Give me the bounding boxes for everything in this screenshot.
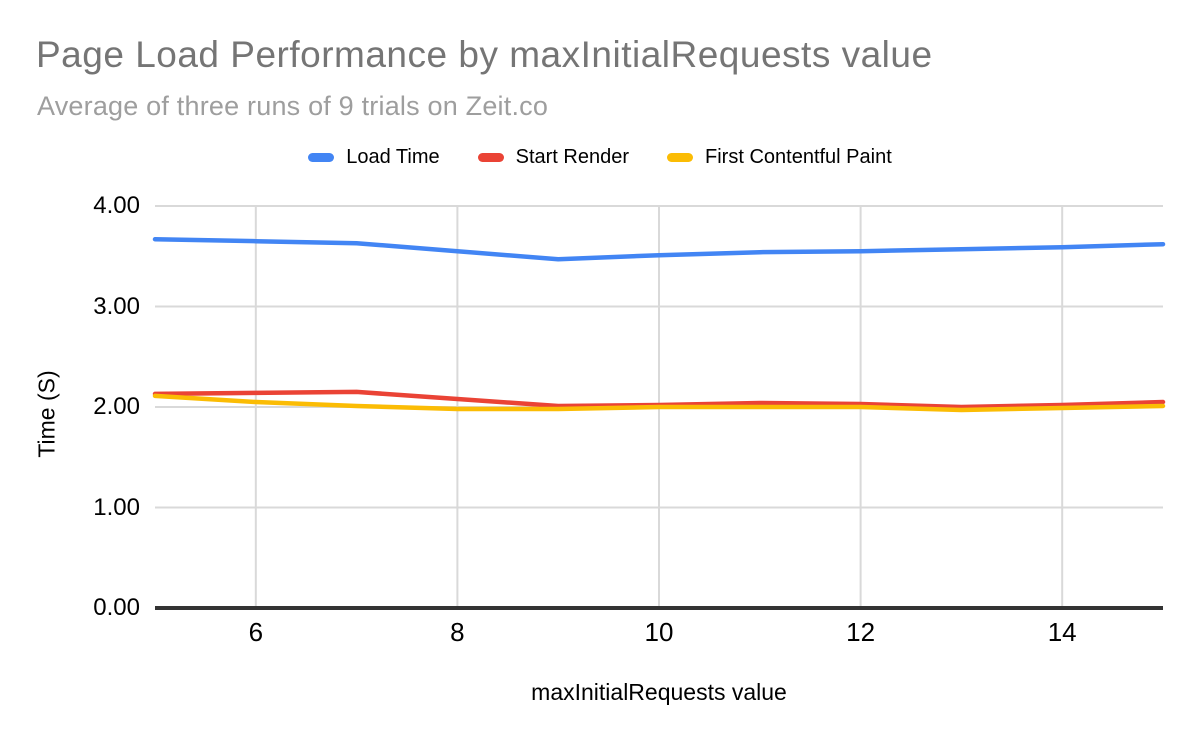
y-tick-label: 3.00 <box>93 292 140 320</box>
x-tick-label: 12 <box>846 617 876 647</box>
legend-label: Start Render <box>515 145 630 168</box>
series-line-first-contentful-paint <box>152 393 1166 413</box>
y-tick-label: 4.00 <box>93 192 140 219</box>
legend-swatch-icon <box>667 152 694 162</box>
x-tick-label: 8 <box>450 617 465 647</box>
chart-title: Page Load Performance by maxInitialReque… <box>36 34 933 75</box>
legend-item-start-render: Start Render <box>477 145 630 169</box>
x-tick-label: 6 <box>248 617 264 647</box>
x-tick-label: 10 <box>644 617 674 647</box>
x-tick-label: 14 <box>1047 617 1077 647</box>
y-tick-label: 2.00 <box>93 393 140 420</box>
series-line-load-time <box>152 236 1166 262</box>
plot-area <box>152 205 1166 610</box>
legend-label: First Contentful Paint <box>705 145 892 168</box>
x-axis-title: maxInitialRequests value <box>531 679 787 705</box>
legend: Load Time Start Render First Contentful Pa… <box>0 143 1200 171</box>
y-tick-label: 0.00 <box>93 594 140 621</box>
legend-item-load-time: Load Time <box>308 145 440 169</box>
y-tick-label: 1.00 <box>93 493 140 521</box>
legend-swatch-icon <box>477 152 504 162</box>
chart-subtitle: Average of three runs of 9 trials on Zei… <box>37 91 549 121</box>
legend-label: Load Time <box>346 145 440 168</box>
legend-item-first-contentful-paint: First Contentful Paint <box>667 146 892 169</box>
legend-swatch-icon <box>308 152 335 162</box>
